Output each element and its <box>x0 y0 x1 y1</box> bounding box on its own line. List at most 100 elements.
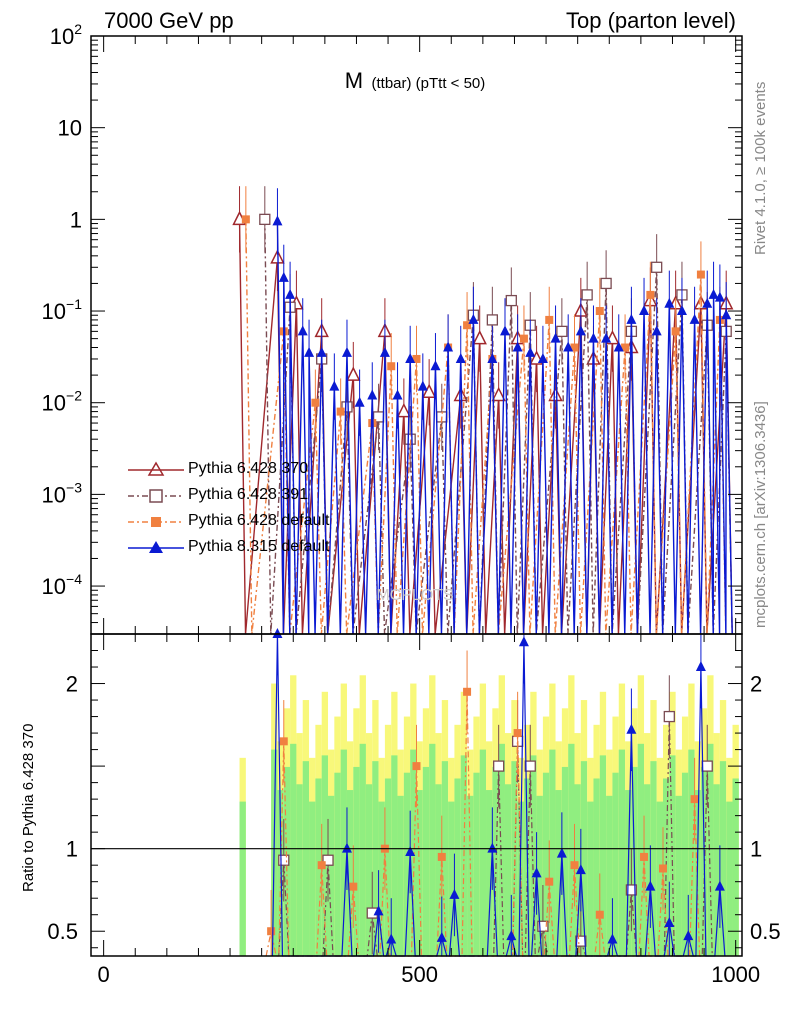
ratio-band-green <box>391 755 398 956</box>
series-line-0 <box>238 219 733 635</box>
mcplots-label: mcplots.cern.ch [arXiv:1306.3436] <box>752 401 769 628</box>
legend-label: Pythia 6.428 391 <box>188 486 309 503</box>
point-marker <box>304 346 315 357</box>
ratio-marker <box>537 920 549 932</box>
ratio-band-green <box>599 755 607 956</box>
legend: Pythia 6.428 370 Pythia 6.428 391 Pythia… <box>128 458 388 562</box>
collision-label: 7000 GeV pp <box>104 8 234 33</box>
ratio-band-green <box>675 795 682 956</box>
legend-line-orange <box>128 517 184 527</box>
ratio-band-green <box>290 743 297 956</box>
process-label: Top (parton level) <box>566 8 736 33</box>
ratio-marker <box>531 867 542 878</box>
ratio-band-green <box>713 784 720 956</box>
point-marker <box>575 325 586 336</box>
ratio-band-green <box>707 743 714 956</box>
point-marker <box>341 401 353 413</box>
point-marker <box>472 329 487 345</box>
point-marker <box>491 386 506 402</box>
ratio-marker <box>626 723 637 734</box>
ratio-band-green <box>365 784 373 956</box>
point-marker <box>708 288 719 299</box>
ratio-marker <box>386 933 397 944</box>
x-tick-label-1: 500 <box>401 962 438 987</box>
ratio-tick-label-left-2: 2 <box>66 672 78 697</box>
ratio-marker <box>690 795 699 804</box>
ratio-band-green <box>618 749 626 956</box>
ratio-band-green <box>555 790 562 956</box>
ratio-marker <box>545 877 554 886</box>
point-marker <box>651 325 662 336</box>
point-marker <box>570 343 579 352</box>
ratio-band-green <box>328 795 335 956</box>
point-marker <box>696 270 705 279</box>
legend-line-blue <box>128 541 184 553</box>
point-marker <box>651 261 663 273</box>
legend-line-brown <box>128 489 184 503</box>
point-marker <box>297 325 308 336</box>
ratio-band-green <box>429 743 436 956</box>
ratio-tick-label-right-2: 2 <box>750 672 762 697</box>
legend-line-red <box>128 461 184 476</box>
ratio-band-green <box>340 749 347 956</box>
point-marker <box>443 341 454 352</box>
ratio-marker <box>278 854 290 866</box>
ratio-tick-label-left-0: 0.5 <box>47 919 78 944</box>
ratio-marker <box>575 864 586 875</box>
point-marker <box>396 402 412 418</box>
ratio-band-green <box>422 766 430 956</box>
ratio-marker <box>449 888 460 899</box>
ratio-marker <box>437 852 446 861</box>
ratio-band-green <box>384 778 392 956</box>
ratio-band-green <box>353 766 360 956</box>
ratio-band-green <box>568 743 575 956</box>
legend-item-pythia-6-428-391[interactable]: Pythia 6.428 391 <box>128 484 388 510</box>
ratio-band-green <box>644 784 651 956</box>
y-tick-label-0: 102 <box>50 21 82 49</box>
ratio-marker <box>575 935 587 947</box>
ratio-marker <box>436 931 447 942</box>
ratio-frame <box>90 633 743 957</box>
ratio-marker <box>595 910 604 919</box>
ratio-marker <box>267 927 276 936</box>
point-marker <box>721 309 732 320</box>
ratio-band-green <box>486 790 493 956</box>
ratio-panel-bands <box>239 675 739 956</box>
point-marker <box>621 343 630 352</box>
ratio-marker <box>701 760 713 772</box>
ratio-marker <box>317 861 326 870</box>
y-tick-label-6: 10−4 <box>42 571 83 599</box>
point-marker <box>487 352 498 363</box>
ratio-marker <box>645 880 656 891</box>
ratio-band-green <box>530 755 537 956</box>
point-marker <box>387 362 396 371</box>
point-marker <box>336 407 345 416</box>
point-marker <box>316 346 327 357</box>
point-marker <box>626 313 637 324</box>
ratio-band-green <box>372 761 379 956</box>
point-marker <box>600 277 612 290</box>
point-marker <box>468 313 479 324</box>
ratio-band-green <box>309 801 316 956</box>
point-marker <box>455 352 466 363</box>
chart-title-main: M <box>345 68 363 93</box>
point-marker <box>346 366 361 381</box>
point-marker <box>499 325 510 336</box>
point-marker <box>272 215 283 226</box>
ratio-marker <box>487 842 498 853</box>
ratio-marker <box>322 854 334 866</box>
legend-item-pythia-6-428-370[interactable]: Pythia 6.428 370 <box>128 458 388 484</box>
legend-item-pythia-8-315-default[interactable]: Pythia 8.315 default <box>128 536 388 562</box>
point-marker <box>664 297 675 308</box>
point-marker <box>601 332 612 343</box>
point-marker <box>613 341 624 352</box>
ratio-marker <box>518 636 529 647</box>
legend-item-pythia-6-428-default[interactable]: Pythia 6.428 default <box>128 510 388 536</box>
point-marker <box>519 334 528 343</box>
ratio-band-green <box>498 743 505 956</box>
point-marker <box>329 380 340 391</box>
chart-title: M (ttbar) (pTtt < 50) <box>345 68 486 93</box>
ratio-band-green <box>726 801 733 956</box>
point-marker <box>702 297 713 308</box>
point-marker <box>311 398 320 407</box>
